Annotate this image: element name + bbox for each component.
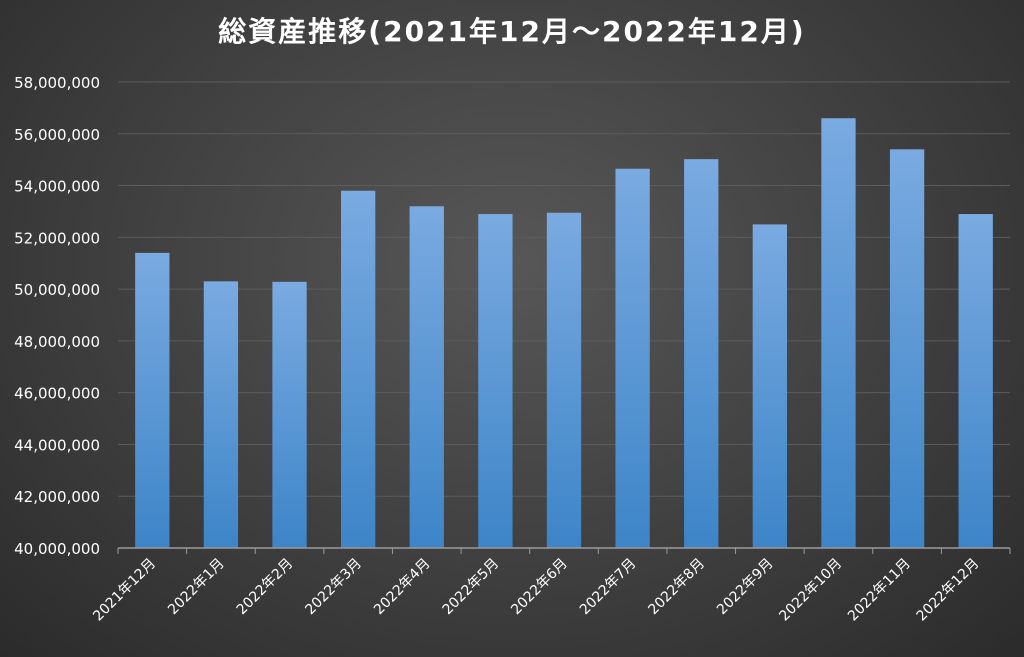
bar — [203, 281, 239, 548]
y-tick-label: 50,000,000 — [14, 281, 100, 299]
x-tick-label: 2022年11月 — [845, 556, 914, 625]
x-tick-label: 2021年12月 — [90, 556, 159, 625]
y-tick-label: 54,000,000 — [14, 178, 100, 196]
bar — [821, 118, 856, 548]
x-tick-label: 2022年6月 — [508, 556, 571, 619]
x-tick-label: 2022年12月 — [914, 556, 983, 625]
x-tick-label: 2022年2月 — [234, 556, 297, 619]
bar — [615, 168, 650, 548]
y-tick-label: 52,000,000 — [14, 229, 100, 247]
y-tick-label: 48,000,000 — [14, 333, 100, 351]
x-tick-label: 2022年3月 — [302, 556, 365, 619]
bar — [546, 212, 582, 548]
bars — [135, 118, 993, 549]
chart-title: 総資産推移(2021年12月～2022年12月) — [218, 15, 806, 48]
y-tick-label: 58,000,000 — [14, 74, 100, 92]
y-tick-label: 40,000,000 — [14, 540, 100, 558]
y-tick-label: 42,000,000 — [14, 488, 100, 506]
bar — [684, 159, 719, 548]
x-tick-label: 2022年8月 — [645, 556, 708, 619]
bar — [752, 224, 787, 548]
bar — [478, 214, 513, 549]
bar — [958, 214, 993, 549]
x-tick-label: 2022年5月 — [440, 556, 503, 619]
bar — [341, 190, 376, 548]
x-tick-label: 2022年9月 — [714, 556, 777, 619]
y-tick-label: 56,000,000 — [14, 126, 100, 144]
y-tick-label: 46,000,000 — [14, 385, 100, 403]
bar — [889, 149, 925, 549]
x-tick-label: 2022年1月 — [165, 556, 228, 619]
x-tick-label: 2022年7月 — [577, 556, 640, 619]
y-tick-label: 44,000,000 — [14, 436, 100, 454]
bar — [272, 281, 307, 548]
bar — [135, 252, 170, 548]
bar — [409, 206, 444, 548]
x-tick-label: 2022年4月 — [371, 556, 434, 619]
x-tick-label: 2022年10月 — [776, 556, 845, 625]
